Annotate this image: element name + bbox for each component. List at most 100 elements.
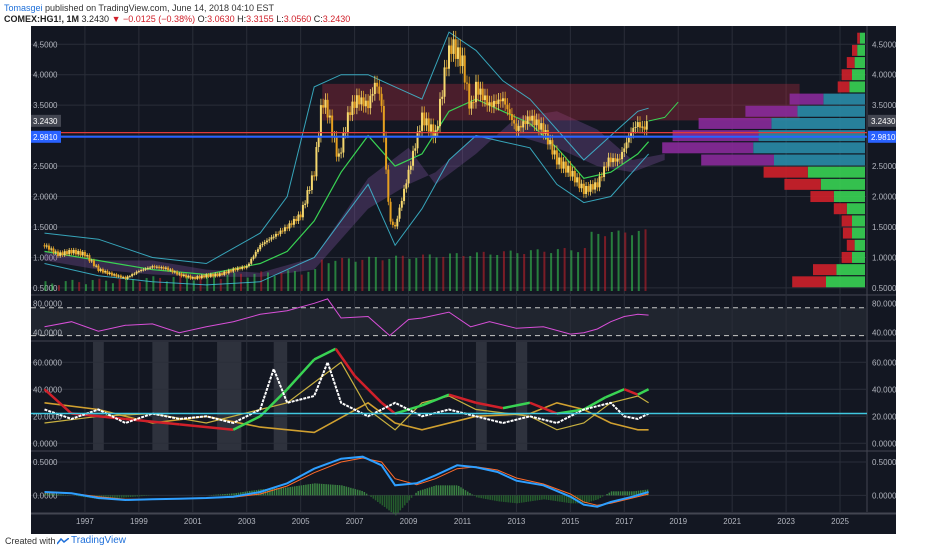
chart-area[interactable]: 1997 1999 2001 2003 2005 2007 2009 2011 2013 2015… [31,26,896,534]
change-arrow-icon: ▼ [111,14,121,24]
candle-body [594,182,597,190]
candle-body [517,125,520,131]
macd-histogram-bar [141,495,143,497]
time-axis-label: 2009 [400,517,418,526]
volume-bar [462,256,465,291]
volume-bar [428,254,431,291]
macd-histogram-bar [370,495,372,497]
tradingview-brand[interactable]: TradingView [71,535,127,546]
macd-histogram-bar [613,491,615,496]
macd-histogram-bar [547,495,550,500]
price-axis-label: 1.5000 [872,223,896,232]
highlight-zone [152,342,169,450]
candle-body [571,170,574,177]
chart-svg[interactable]: 1997 1999 2001 2003 2005 2007 2009 2011 2013 2015… [31,26,896,534]
trend-segment [353,374,383,404]
macd-histogram-bar [332,484,334,496]
candle-body [510,113,513,121]
macd-histogram-bar [388,495,390,511]
volume-bar [320,259,323,291]
macd-histogram-bar [586,495,588,503]
macd-histogram-bar [633,491,635,496]
candle-body [459,47,462,67]
macd-histogram-bar [293,486,296,496]
candle-body [187,275,190,278]
macd-histogram-bar [610,491,613,496]
volume-bar [516,253,519,291]
candle-body [492,100,495,107]
dmi-axis-label-left: 40.0000 [33,385,62,394]
candle-body [88,255,91,262]
time-axis-label: 2019 [669,517,687,526]
macd-histogram-bar [302,485,305,496]
macd-histogram-bar [640,490,642,496]
volume-bar [159,277,162,291]
candle-body [322,105,325,108]
candle-body [261,243,264,245]
candle-body [403,188,406,201]
macd-histogram-bar [392,495,395,514]
candle-body [371,94,374,96]
macd-histogram-bar [359,490,361,496]
candle-body [358,95,361,105]
rsi-axis-label-left: 40.0000 [33,329,62,338]
candle-body [205,274,208,278]
macd-histogram-bar [514,495,516,504]
candle-body [421,112,424,131]
candle-body [245,265,248,268]
candle-body [483,95,486,101]
price-axis-label-left: 1.0000 [33,253,58,262]
macd-histogram-bar [397,495,399,513]
volume-bar [570,250,573,291]
macd-histogram-bar [284,487,287,496]
volume-bar [529,250,532,291]
candle-body [346,112,349,133]
high-value: 3.3155 [246,14,274,24]
candle-body [391,221,394,225]
candle-body [553,150,556,155]
macd-histogram-bar [57,494,60,496]
trend-segment [43,388,73,415]
candle-body [313,175,316,177]
candle-body [83,251,86,257]
volume-profile-bar [857,44,865,56]
rsi-axis-label: 40.0000 [872,329,896,338]
candle-body [65,251,68,255]
candle-body [490,102,493,107]
macd-histogram-bar [505,495,507,503]
candle-body [564,161,567,173]
candle-body [155,266,158,268]
candle-body [81,251,84,256]
candle-body [605,166,608,168]
macd-histogram-bar [336,485,339,496]
macd-histogram-bar [350,487,352,496]
volume-bar [442,256,445,291]
candle-body [277,233,280,235]
candle-body [519,125,522,128]
macd-axis-label-left: 0.5000 [33,458,58,467]
trend-segment [179,423,234,431]
volume-bar [118,278,121,291]
macd-histogram-bar [296,486,298,496]
macd-histogram-bar [226,493,229,496]
volume-bar [44,281,47,291]
candle-body [389,201,392,222]
macd-histogram-bar [114,495,116,499]
macd-histogram-bar [422,489,424,496]
macd-histogram-bar [451,485,453,496]
macd-histogram-bar [233,493,235,496]
candle-body [167,267,170,271]
author-link[interactable]: Tomasgei [4,3,43,13]
macd-histogram-bar [406,495,408,503]
candle-body [299,214,302,218]
macd-histogram-bar [599,495,602,498]
macd-histogram-bar [538,495,541,500]
candle-body [472,102,475,104]
candle-body [448,45,450,69]
candle-body [425,118,428,126]
volume-bar [354,261,357,291]
candle-body [439,98,442,127]
candle-body [533,115,536,126]
volume-profile-bar [823,93,865,105]
candle-body [176,271,179,275]
